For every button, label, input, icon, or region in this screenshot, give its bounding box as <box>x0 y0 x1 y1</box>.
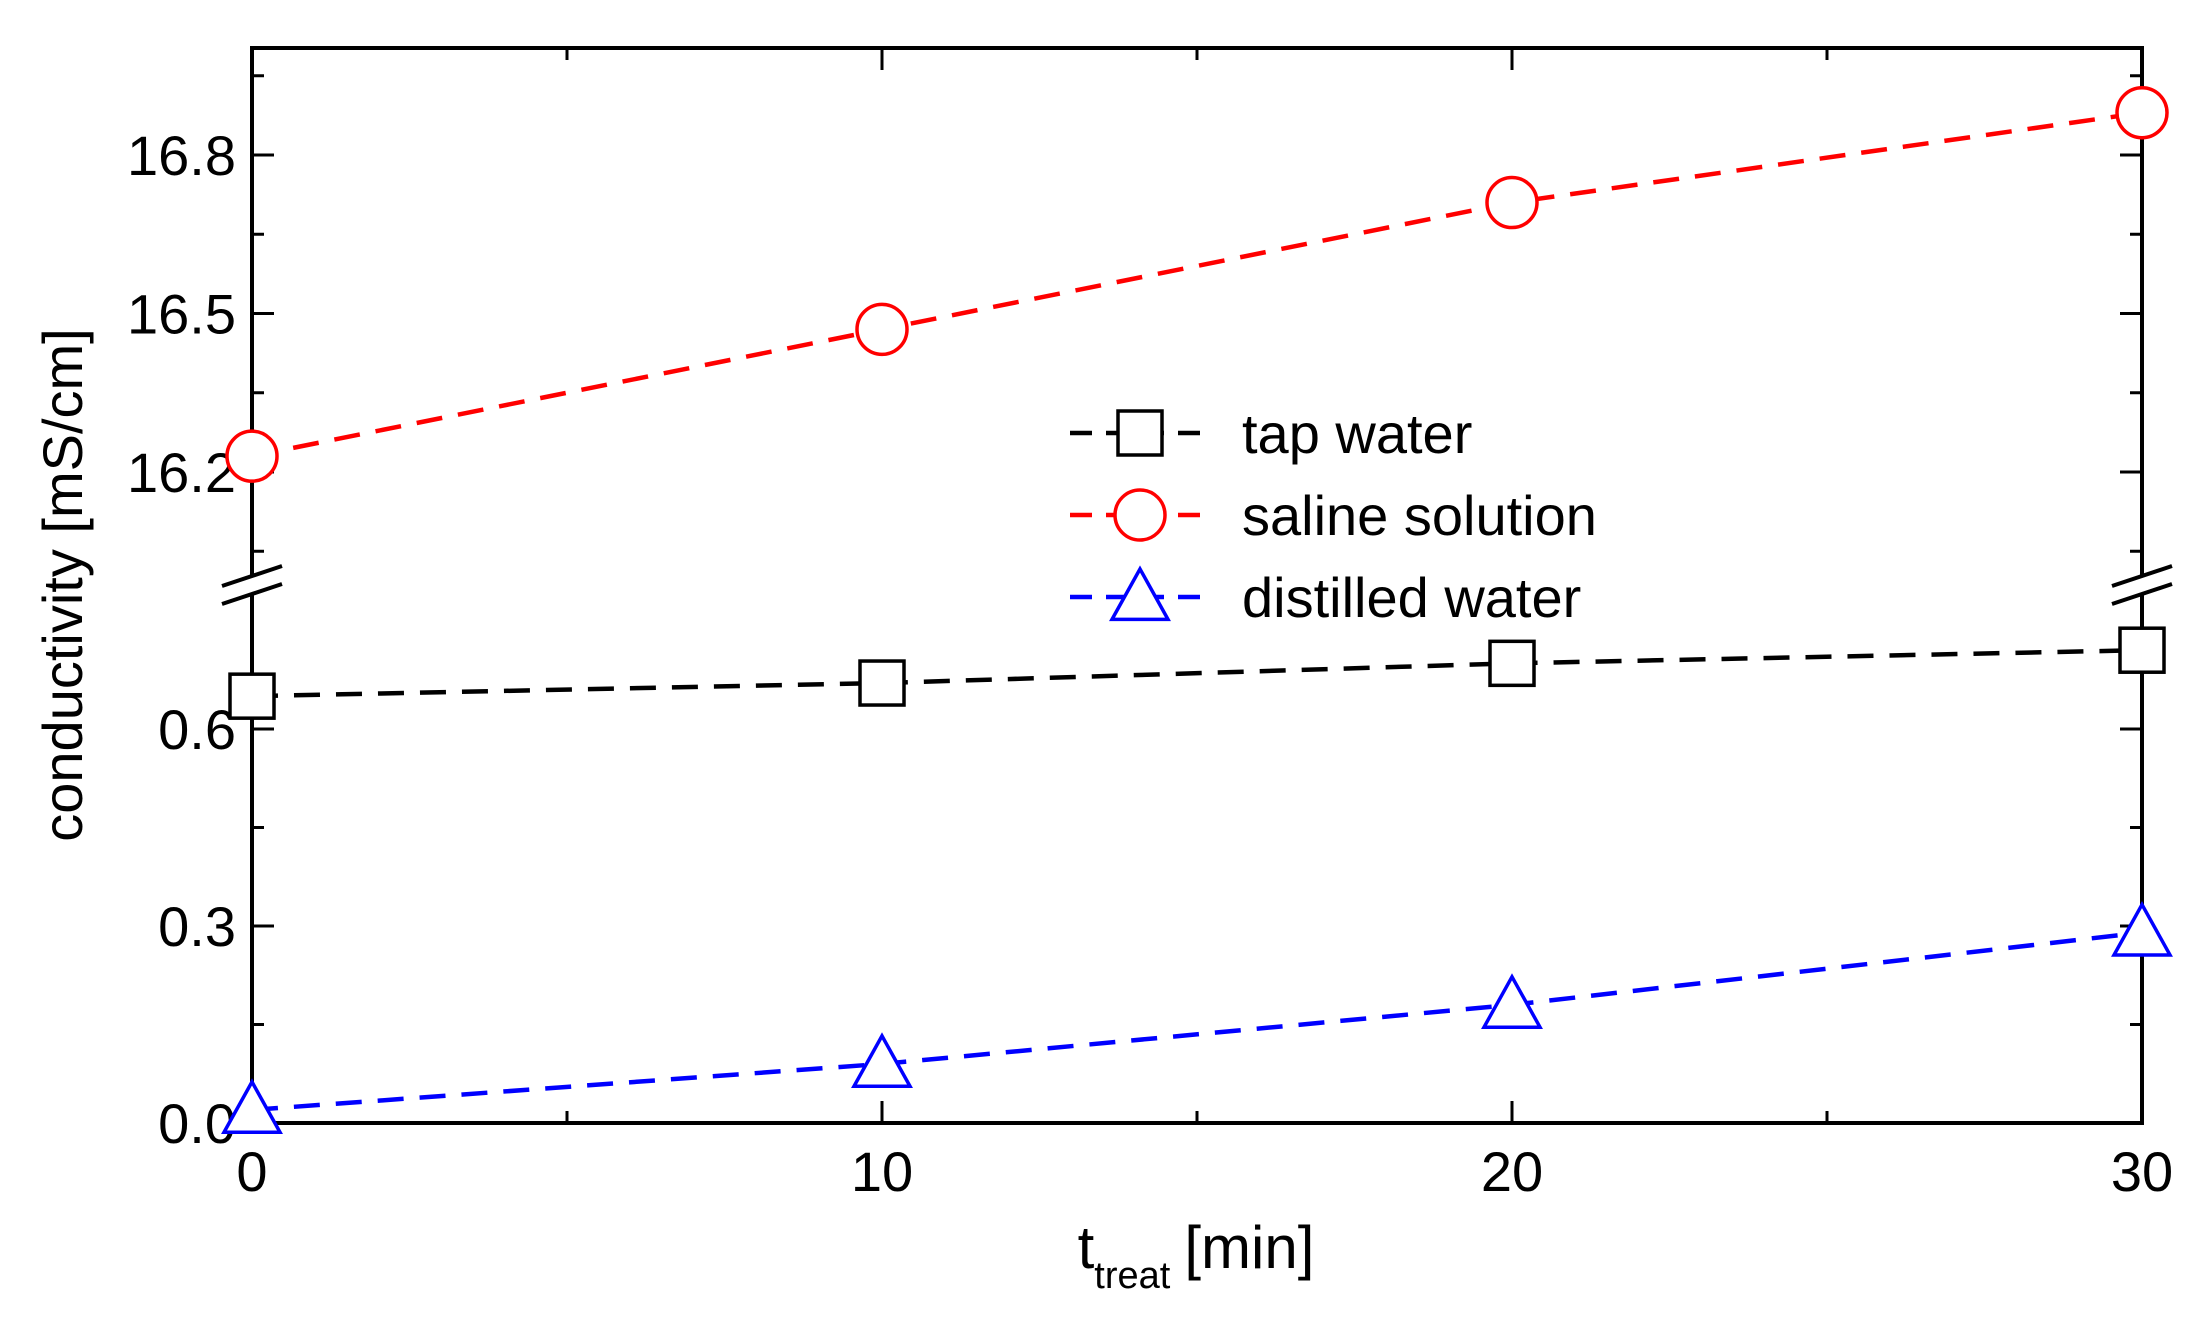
x-tick-label: 10 <box>851 1140 913 1203</box>
data-point-saline-solution <box>225 429 279 483</box>
legend-label: saline solution <box>1242 484 1597 547</box>
data-point-tap-water <box>858 659 906 707</box>
data-point-saline-solution <box>2115 85 2169 140</box>
legend-label: tap water <box>1242 402 1472 465</box>
legend-marker <box>1116 409 1164 457</box>
data-point-saline-solution <box>855 302 909 357</box>
y-tick-label: 16.5 <box>127 283 236 346</box>
data-point-tap-water <box>2118 626 2166 674</box>
y-tick-label: 0.0 <box>158 1092 236 1155</box>
data-point-tap-water <box>1488 639 1536 688</box>
legend-entry: tap water <box>1070 402 1472 465</box>
legend-entry: saline solution <box>1070 484 1597 547</box>
legend: tap water saline solution distilled water <box>1070 402 1597 629</box>
legend-marker <box>1109 565 1171 622</box>
x-axis-label-unit: [min] <box>1184 1214 1314 1281</box>
series-line-saline-solution <box>252 110 2142 459</box>
y-tick-label: 16.8 <box>127 124 236 187</box>
legend-label: distilled water <box>1242 566 1581 629</box>
axis-break-slash <box>221 582 283 606</box>
data-point-distilled-water <box>221 1078 283 1135</box>
axis-break-slash <box>2111 564 2173 588</box>
y-tick-label: 0.6 <box>158 698 236 761</box>
data-point-distilled-water <box>2111 900 2173 957</box>
data-point-tap-water <box>228 672 276 720</box>
series-line-distilled-water <box>252 930 2142 1113</box>
axis-break-gap <box>246 575 258 595</box>
plot-frame <box>250 46 2144 1125</box>
legend-entry: distilled water <box>1070 565 1581 629</box>
x-axis-label-main: t <box>1078 1214 1095 1281</box>
markers-layer <box>221 85 2173 1135</box>
axis-break-gap <box>2136 575 2148 595</box>
series-layer <box>252 110 2142 1113</box>
data-point-distilled-water <box>851 1032 913 1089</box>
data-point-distilled-water <box>1481 973 1543 1029</box>
axis-break-layer <box>221 564 2173 606</box>
x-tick-label: 20 <box>1481 1140 1543 1203</box>
x-axis-label: ttreat [min] <box>1078 1214 1315 1297</box>
y-tick-label: 16.2 <box>127 441 236 504</box>
x-tick-label: 0 <box>236 1140 267 1203</box>
y-tick-label: 0.3 <box>158 895 236 958</box>
axis-break-slash <box>221 564 283 588</box>
legend-marker <box>1113 488 1167 542</box>
y-axis-label: conductivity [mS/cm] <box>31 328 94 841</box>
series-line-tap-water <box>252 647 2142 699</box>
x-axis-label-sub: treat <box>1094 1255 1170 1297</box>
x-tick-label: 30 <box>2111 1140 2173 1203</box>
ticks-layer: 0 10 20 30 0.0 0.3 0.6 16.2 16.5 16.8 <box>127 48 2173 1203</box>
data-point-saline-solution <box>1485 175 1539 230</box>
axis-break-slash <box>2111 582 2173 606</box>
